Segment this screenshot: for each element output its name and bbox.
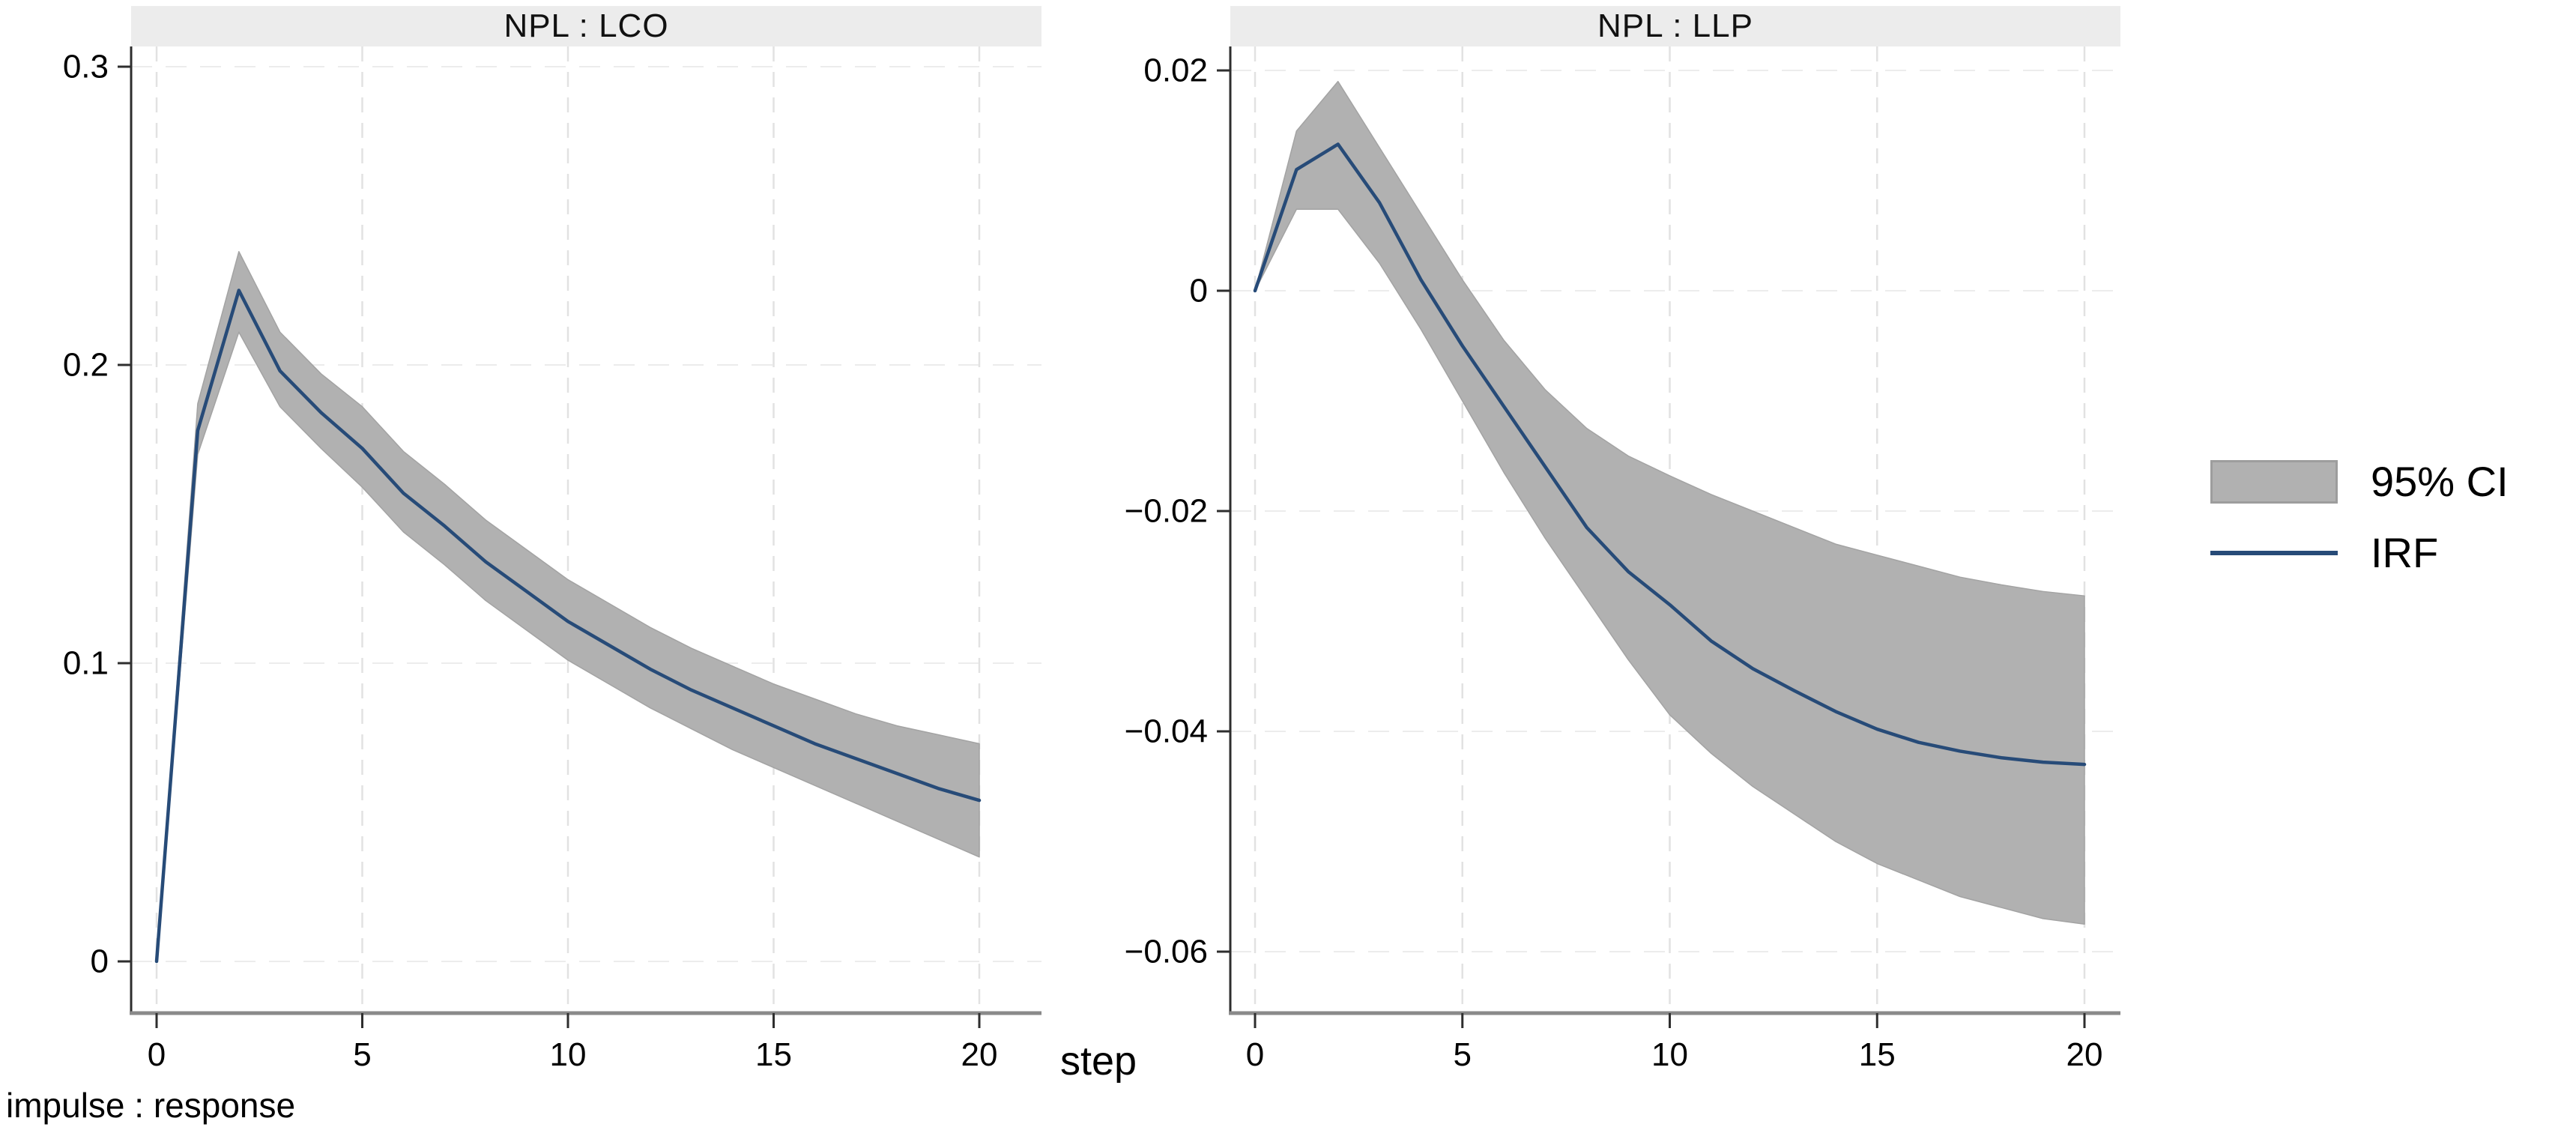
x-axis-label: step xyxy=(1059,1039,1137,1084)
y-tick-label: 0.1 xyxy=(63,645,109,682)
x-tick-label: 0 xyxy=(148,1036,166,1073)
y-tick-label: −0.06 xyxy=(1125,934,1208,970)
x-tick-label: 5 xyxy=(1454,1036,1472,1073)
legend-row-irf: IRF xyxy=(2210,528,2509,577)
x-tick-label: 20 xyxy=(2066,1036,2103,1073)
y-tick-label: 0.02 xyxy=(1143,52,1208,89)
irf-line-label: IRF xyxy=(2371,529,2439,576)
y-tick-label: 0 xyxy=(91,943,109,980)
irf-line xyxy=(154,288,982,964)
x-tick-label: 15 xyxy=(755,1036,792,1073)
panel-title-npl-llp: NPL : LLP xyxy=(1230,6,2120,46)
y-tick-label: 0.3 xyxy=(63,49,109,85)
y-tick-label: −0.04 xyxy=(1125,713,1208,750)
irf-line xyxy=(1253,142,2087,767)
x-tick-label: 10 xyxy=(550,1036,587,1073)
x-tick-label: 10 xyxy=(1651,1036,1688,1073)
x-tick-label: 5 xyxy=(353,1036,371,1073)
y-tick-label: 0 xyxy=(1190,273,1208,309)
x-tick-label: 20 xyxy=(961,1036,998,1073)
x-tick-label: 0 xyxy=(1246,1036,1264,1073)
y-tick-label: −0.02 xyxy=(1125,493,1208,530)
irf-line-swatch xyxy=(2210,550,2338,555)
ci-band-swatch xyxy=(2210,459,2338,504)
ci-band xyxy=(1254,80,2085,925)
panel-title-npl-lco: NPL : LCO xyxy=(131,6,1041,46)
impulse-response-note: impulse : response xyxy=(6,1086,296,1125)
y-tick-label: 0.2 xyxy=(63,347,109,384)
legend-row-ci: 95% CI xyxy=(2210,457,2509,506)
ci-band-label: 95% CI xyxy=(2371,458,2509,505)
x-tick-label: 15 xyxy=(1859,1036,1896,1073)
legend: 95% CI IRF xyxy=(2210,457,2509,577)
